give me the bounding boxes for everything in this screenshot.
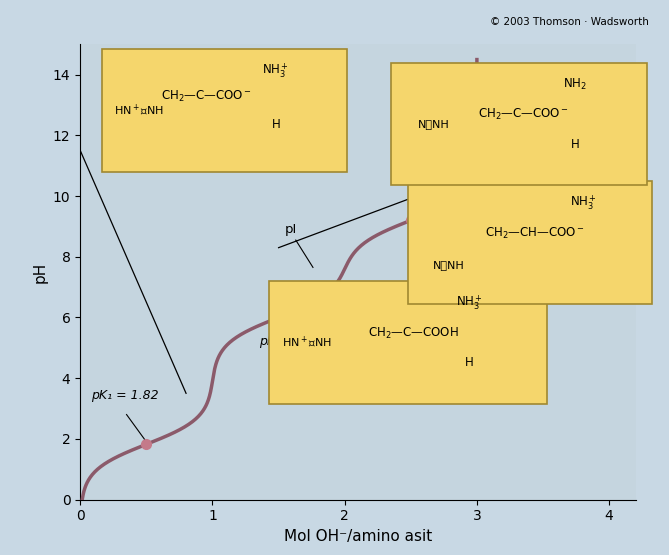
Text: pI: pI xyxy=(285,223,298,235)
Text: pK₃ = 9.2: pK₃ = 9.2 xyxy=(424,201,484,214)
Text: HN$^+$⌒NH: HN$^+$⌒NH xyxy=(114,103,163,118)
Text: HN$^+$⌒NH: HN$^+$⌒NH xyxy=(282,335,331,350)
Text: NH$_3^+$: NH$_3^+$ xyxy=(570,193,597,212)
X-axis label: Mol OH⁻/amino asit: Mol OH⁻/amino asit xyxy=(284,529,432,544)
FancyBboxPatch shape xyxy=(102,49,347,172)
Text: N⌒NH: N⌒NH xyxy=(433,260,464,270)
Text: CH$_2$—C—COOH: CH$_2$—C—COOH xyxy=(368,326,459,341)
Text: CH$_2$—CH—COO$^-$: CH$_2$—CH—COO$^-$ xyxy=(485,226,585,241)
Text: pK₁ = 1.82: pK₁ = 1.82 xyxy=(91,390,159,402)
Text: N⌒NH: N⌒NH xyxy=(417,119,450,129)
FancyBboxPatch shape xyxy=(408,181,652,304)
Text: H: H xyxy=(571,138,579,151)
Text: NH$_3^+$: NH$_3^+$ xyxy=(456,293,482,312)
Text: CH$_2$—C—COO$^-$: CH$_2$—C—COO$^-$ xyxy=(161,89,252,104)
Text: © 2003 Thomson · Wadsworth: © 2003 Thomson · Wadsworth xyxy=(490,17,649,27)
FancyBboxPatch shape xyxy=(269,281,547,404)
Text: H: H xyxy=(272,118,280,130)
Y-axis label: pH: pH xyxy=(32,261,47,282)
Text: H: H xyxy=(465,356,474,370)
Text: NH$_3^+$: NH$_3^+$ xyxy=(262,61,290,80)
Text: CH$_2$—C—COO$^-$: CH$_2$—C—COO$^-$ xyxy=(478,107,569,123)
Text: pK₂ = 6.0: pK₂ = 6.0 xyxy=(259,335,318,348)
FancyBboxPatch shape xyxy=(391,63,647,185)
Text: NH$_2$: NH$_2$ xyxy=(563,77,587,92)
